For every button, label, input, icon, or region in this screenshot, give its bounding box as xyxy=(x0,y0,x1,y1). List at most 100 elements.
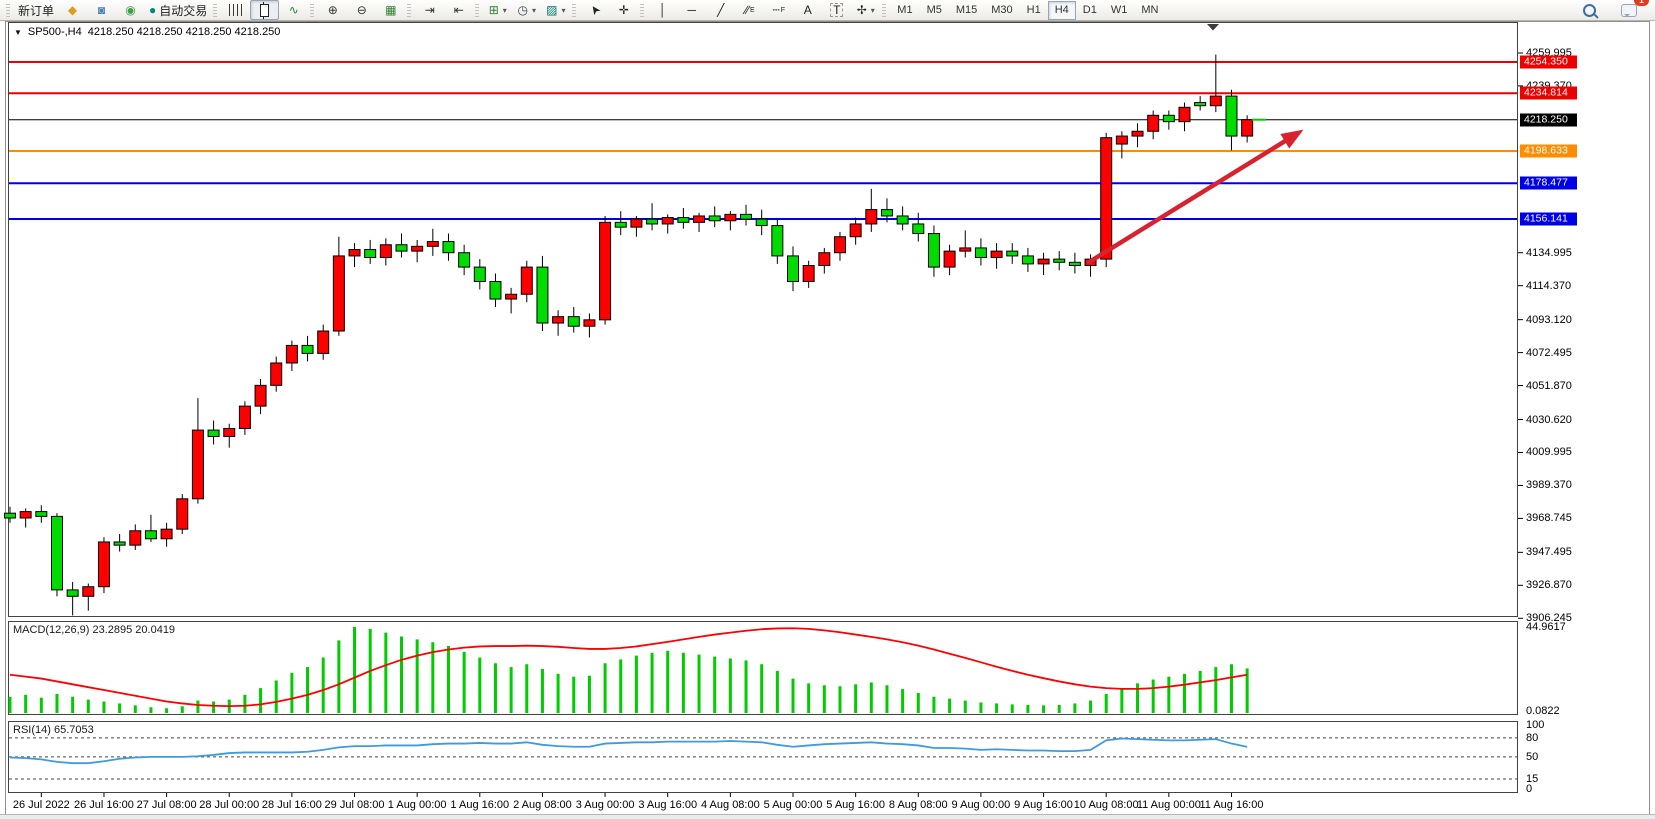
macd-scale-min-label: 0.0822 xyxy=(1526,705,1560,717)
line-chart-icon[interactable]: ∿ xyxy=(279,0,308,20)
timeframe-button-d1[interactable]: D1 xyxy=(1082,4,1097,16)
trendline-icon[interactable]: ╱ xyxy=(706,0,735,20)
price-tick-label: 4134.995 xyxy=(1526,246,1572,259)
macd-panel[interactable] xyxy=(8,621,1518,715)
candlestick-chart-icon xyxy=(260,1,270,19)
horizontal-line-icon-glyph: ─ xyxy=(687,3,697,17)
line-chart-icon-glyph: ∿ xyxy=(288,3,299,17)
account-icon[interactable]: ◙ xyxy=(87,0,116,20)
tile-windows-icon-glyph: ▦ xyxy=(385,3,397,17)
time-tick-label: 28 Jul 16:00 xyxy=(261,799,322,811)
rsi-scale-label-80: 80 xyxy=(1526,731,1539,744)
text-icon[interactable]: A xyxy=(793,0,822,20)
timeframe-button-w1[interactable]: W1 xyxy=(1110,4,1128,16)
time-tick-label: 10 Aug 08:00 xyxy=(1073,799,1139,811)
chevron-down-icon[interactable]: ▼ xyxy=(14,27,22,37)
rsi-panel[interactable] xyxy=(8,721,1518,793)
time-tick-label: 11 Aug 00:00 xyxy=(1136,799,1201,811)
time-tick-label: 4 Aug 08:00 xyxy=(700,799,760,811)
zoom-out-icon[interactable]: ⊖ xyxy=(347,0,376,20)
cursor-icon-glyph: ➤ xyxy=(586,1,604,19)
timeframe-button-h4[interactable]: H4 xyxy=(1047,0,1076,20)
templates-icon-glyph: ▨ xyxy=(546,3,558,17)
new-order-button[interactable]: 新订单 xyxy=(14,0,58,20)
horizontal-line-icon[interactable]: ─ xyxy=(677,0,706,20)
timeframe-button-m5[interactable]: M5 xyxy=(926,4,942,16)
vertical-line-icon[interactable]: │ xyxy=(648,0,677,20)
autotrade-button-label: 自动交易 xyxy=(159,3,208,18)
dropdown-arrow-icon[interactable]: ▾ xyxy=(532,5,537,15)
timeframe-button-m30[interactable]: M30 xyxy=(991,4,1013,16)
cursor-icon[interactable]: ➤ xyxy=(580,0,609,20)
time-tick-label: 1 Aug 16:00 xyxy=(450,799,510,811)
toolbar-right-group: 1 xyxy=(1575,0,1651,20)
price-tick-label: 4051.870 xyxy=(1526,379,1572,392)
fibonacci-icon-glyph: ┄ xyxy=(772,3,780,17)
time-tick-label: 27 Jul 08:00 xyxy=(136,799,197,811)
zoom-in-icon[interactable]: ⊕ xyxy=(318,0,347,20)
equidistant-channel-icon-glyph: ∕∕ xyxy=(744,3,749,17)
rsi-scale-label-15: 15 xyxy=(1526,773,1539,785)
rsi-indicator-label: RSI(14) 65.7053 xyxy=(13,724,94,736)
chart-title: ▼ SP500-,H4 4218.250 4218.250 4218.250 4… xyxy=(14,26,280,38)
timeframe-button-m1[interactable]: M1 xyxy=(897,4,913,16)
text-label-icon[interactable]: T xyxy=(822,0,851,20)
search-button[interactable] xyxy=(1575,0,1604,20)
toolbar-group-grip xyxy=(640,3,645,17)
dropdown-arrow-icon[interactable]: ▾ xyxy=(502,5,507,15)
arrows-icon-glyph: ✢ xyxy=(856,3,867,17)
equidistant-channel-icon[interactable]: ∕∕ E xyxy=(735,0,764,20)
periods-icon-glyph: ◷ xyxy=(517,3,529,17)
periods-icon[interactable]: ◷ ▾ xyxy=(512,0,541,20)
ohlc-quote-line: 4218.250 4218.250 4218.250 4218.250 xyxy=(87,26,281,38)
timeframe-button-h1[interactable]: H1 xyxy=(1026,4,1041,16)
autotrade-button[interactable]: ● 自动交易 xyxy=(145,0,211,20)
fibonacci-icon[interactable]: ┄ F xyxy=(764,0,793,20)
time-tick-label: 5 Aug 00:00 xyxy=(763,799,823,811)
dropdown-arrow-icon[interactable]: ▾ xyxy=(870,5,875,15)
window-bottom-edge xyxy=(0,814,1655,819)
price-tick-label: 4114.370 xyxy=(1526,279,1572,292)
search-icon xyxy=(1583,3,1596,17)
crosshair-icon-glyph: ✛ xyxy=(618,3,629,17)
notifications-button[interactable]: 1 xyxy=(1614,0,1649,20)
quotes-window-icon[interactable]: ◆ xyxy=(58,0,87,20)
chart-shift-icon[interactable]: ⇤ xyxy=(444,0,473,20)
macd-scale-max-label: 44.9617 xyxy=(1526,621,1566,633)
zoom-in-icon-glyph: ⊕ xyxy=(327,3,338,17)
price-level-label-4156.141: 4156.141 xyxy=(1520,212,1577,226)
templates-icon[interactable]: ▨ ▾ xyxy=(541,0,570,20)
rsi-scale-label-100: 100 xyxy=(1526,719,1545,732)
dropdown-arrow-icon[interactable]: ▾ xyxy=(561,5,566,15)
price-tick-label: 4072.495 xyxy=(1526,346,1572,359)
arrows-icon[interactable]: ✢ ▾ xyxy=(851,0,880,20)
autotrade-glyph: ● xyxy=(149,3,157,17)
toolbar-button-groups: 新订单 ◆ ◙ ◉ ● 自动交易 ∿ ⊕ ⊖ ▦ ⇥ ⇤ ⊞ ▾ ◷ ▾ ▨ ▾ ➤ ✛ │ ─ ╱ ∕∕ E ┄ F A T ✢ ▾ M1 M… xyxy=(4,0,1165,21)
time-tick-label: 2 Aug 08:00 xyxy=(513,799,572,811)
signals-icon[interactable]: ◉ xyxy=(116,0,145,20)
price-tick-label: 3947.495 xyxy=(1526,546,1572,559)
macd-indicator-label: MACD(12,26,9) 23.2895 20.0419 xyxy=(13,624,176,636)
zoom-out-icon-glyph: ⊖ xyxy=(356,3,367,17)
tile-windows-icon[interactable]: ▦ xyxy=(376,0,405,20)
crosshair-icon[interactable]: ✛ xyxy=(609,0,638,20)
price-tick-label: 4009.995 xyxy=(1526,446,1572,459)
toolbar-group-grip xyxy=(310,3,315,17)
symbol-period-label: SP500-,H4 xyxy=(27,26,82,38)
bar-chart-icon[interactable] xyxy=(221,0,250,20)
rsi-scale-label-50: 50 xyxy=(1526,750,1539,763)
time-tick-label: 28 Jul 00:00 xyxy=(199,799,260,811)
price-tick-label: 3926.870 xyxy=(1526,579,1572,592)
chart-shift-icon-glyph: ⇤ xyxy=(453,3,464,17)
time-tick-label: 9 Aug 16:00 xyxy=(1014,799,1073,811)
candlestick-chart-icon[interactable] xyxy=(250,0,280,20)
timeframe-button-mn[interactable]: MN xyxy=(1141,4,1159,16)
auto-scroll-icon[interactable]: ⇥ xyxy=(415,0,444,20)
quotes-window-icon-glyph: ◆ xyxy=(67,3,78,17)
signals-icon-glyph: ◉ xyxy=(125,3,136,17)
price-chart-panel[interactable] xyxy=(8,22,1518,617)
timeframe-button-m15[interactable]: M15 xyxy=(955,4,978,16)
toolbar-group-grip xyxy=(213,3,218,17)
rsi-scale-label-0: 0 xyxy=(1526,782,1533,795)
new-chart-icon[interactable]: ⊞ ▾ xyxy=(483,0,512,20)
